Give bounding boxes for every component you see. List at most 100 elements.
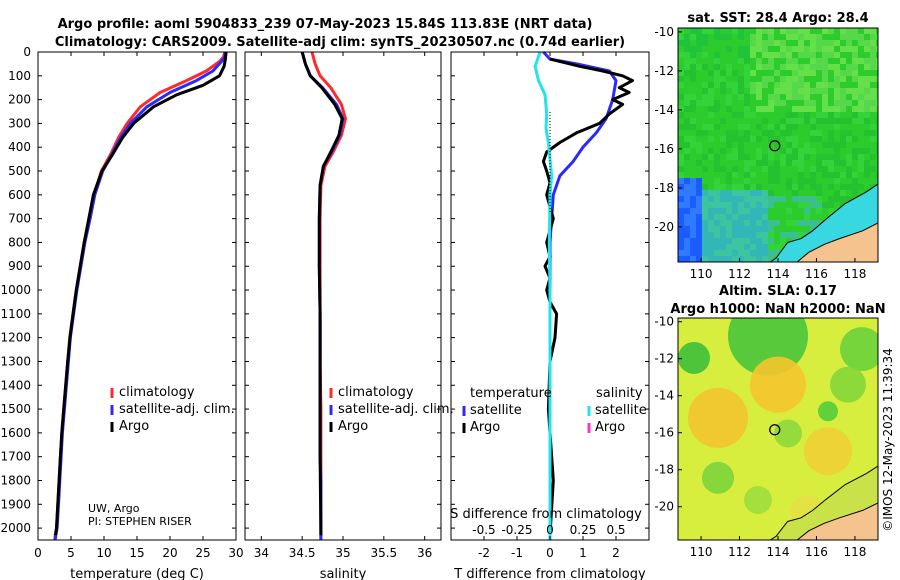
sst-cell xyxy=(762,76,768,82)
sst-cell xyxy=(864,100,870,106)
sst-cell xyxy=(834,172,840,178)
sst-cell xyxy=(726,130,732,136)
legend-title-salinity: salinity xyxy=(596,386,643,401)
sst-cell xyxy=(744,196,750,202)
sst-cell xyxy=(678,154,684,160)
sst-cell xyxy=(846,40,852,46)
y-tick-label: 1500 xyxy=(0,402,31,416)
sst-cell xyxy=(828,142,834,148)
sst-cell xyxy=(726,196,732,202)
sst-cell xyxy=(786,58,792,64)
sst-cell xyxy=(726,172,732,178)
sst-cell xyxy=(714,238,720,244)
y-tick-label: 900 xyxy=(8,259,31,273)
y-tick-label: -12 xyxy=(654,64,674,78)
sst-cell xyxy=(684,124,690,130)
sla-anomaly-blob xyxy=(774,419,802,448)
sst-cell xyxy=(762,256,768,262)
sst-cell xyxy=(768,58,774,64)
sst-cell xyxy=(702,130,708,136)
sst-cell xyxy=(702,256,708,262)
sst-cell xyxy=(678,70,684,76)
sst-cell xyxy=(690,58,696,64)
sst-cell xyxy=(714,34,720,40)
sst-cell xyxy=(852,46,858,52)
sst-cell xyxy=(768,28,774,34)
sst-cell xyxy=(804,196,810,202)
sst-cell xyxy=(696,226,702,232)
sst-cell xyxy=(708,94,714,100)
x-tick-label: 112 xyxy=(728,545,751,559)
sst-cell xyxy=(744,76,750,82)
sst-cell xyxy=(822,46,828,52)
sst-cell xyxy=(852,154,858,160)
sst-cell xyxy=(678,178,684,184)
sst-cell xyxy=(774,82,780,88)
sst-cell xyxy=(714,190,720,196)
sst-cell xyxy=(756,202,762,208)
sst-cell xyxy=(708,100,714,106)
sst-cell xyxy=(690,202,696,208)
sst-cell xyxy=(738,220,744,226)
s-tick-label: 0.25 xyxy=(570,523,597,537)
map-field xyxy=(678,28,878,262)
sst-cell xyxy=(816,166,822,172)
sst-cell xyxy=(858,154,864,160)
sst-cell xyxy=(840,172,846,178)
sst-cell xyxy=(744,220,750,226)
sst-cell xyxy=(762,154,768,160)
sst-cell xyxy=(738,136,744,142)
sst-cell xyxy=(846,34,852,40)
sst-cell xyxy=(864,64,870,70)
sst-cell xyxy=(684,40,690,46)
sst-cell xyxy=(792,220,798,226)
sst-cell xyxy=(726,214,732,220)
y-tick-label: -18 xyxy=(654,181,674,195)
sst-cell xyxy=(750,184,756,190)
map-field xyxy=(678,318,878,540)
sst-cell xyxy=(708,250,714,256)
sst-cell xyxy=(720,70,726,76)
legend-label: climatology xyxy=(119,385,195,400)
sst-cell xyxy=(798,202,804,208)
sst-cell xyxy=(738,250,744,256)
sst-cell xyxy=(810,106,816,112)
sst-cell xyxy=(858,184,864,190)
sst-cell xyxy=(702,82,708,88)
sst-cell xyxy=(804,208,810,214)
sst-cell xyxy=(696,148,702,154)
bathymetry-contour xyxy=(770,183,878,262)
sst-cell xyxy=(678,202,684,208)
sst-cell xyxy=(864,130,870,136)
sst-cell xyxy=(792,160,798,166)
sst-cell xyxy=(816,34,822,40)
sst-cell xyxy=(732,220,738,226)
sst-cell xyxy=(768,238,774,244)
sst-cell xyxy=(750,82,756,88)
sst-cell xyxy=(834,118,840,124)
sst-cell xyxy=(726,100,732,106)
series-line-2 xyxy=(533,51,554,540)
sst-cell xyxy=(690,184,696,190)
y-tick-label: 200 xyxy=(8,93,31,107)
sst-cell xyxy=(804,64,810,70)
sst-cell xyxy=(744,214,750,220)
sst-cell xyxy=(762,220,768,226)
sst-cell xyxy=(726,178,732,184)
sst-cell xyxy=(738,190,744,196)
sst-cell xyxy=(708,244,714,250)
sst-cell xyxy=(846,184,852,190)
sst-cell xyxy=(744,82,750,88)
sst-cell xyxy=(714,28,720,34)
sst-cell xyxy=(690,190,696,196)
sst-cell xyxy=(762,244,768,250)
sst-map-panel: sat. SST: 28.4 Argo: 28.4 110 112 114 116 118… xyxy=(654,11,879,281)
sst-cell xyxy=(726,34,732,40)
sst-cell xyxy=(732,196,738,202)
sla-map-panel: Altim. SLA: 0.17 Argo h1000: NaN h2000: N… xyxy=(654,284,885,559)
sst-cell xyxy=(702,34,708,40)
sst-cell xyxy=(738,256,744,262)
sst-cell xyxy=(834,94,840,100)
sst-cell xyxy=(744,178,750,184)
series-line-1 xyxy=(53,51,227,541)
